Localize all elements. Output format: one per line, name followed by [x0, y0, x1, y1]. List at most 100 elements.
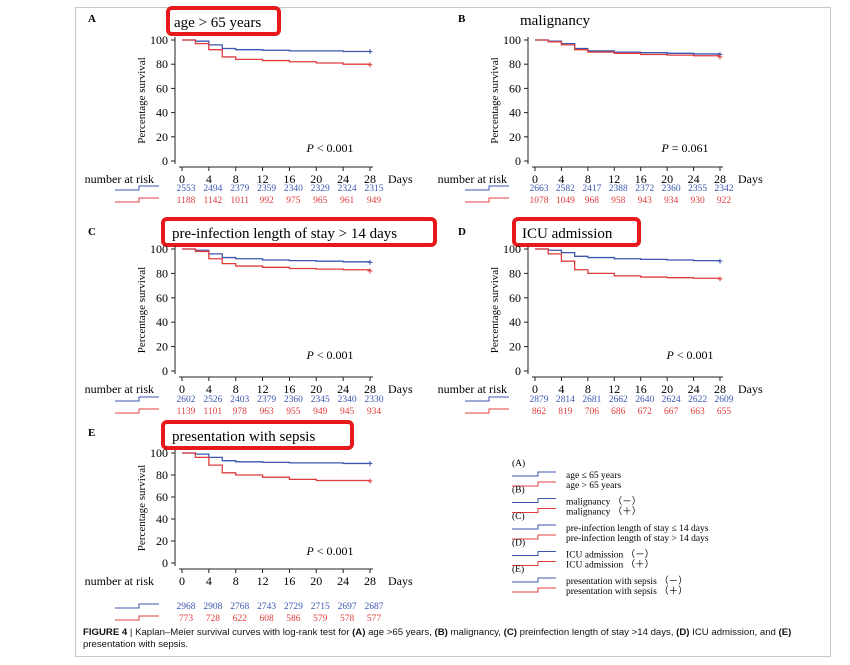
- x-axis-label: Days: [388, 574, 413, 588]
- legend-swatch: [512, 561, 556, 566]
- y-tick-label: 20: [509, 340, 521, 354]
- x-tick-label: 4: [206, 382, 212, 396]
- figure-frame: [75, 7, 831, 657]
- risk-count: 2743: [257, 602, 276, 612]
- caption-part-b-text: malignancy,: [447, 627, 504, 638]
- risk-count: 578: [340, 614, 355, 624]
- legend-swatch: [512, 577, 556, 583]
- p-value-number: < 0.001: [314, 141, 354, 155]
- legend-swatch: [512, 508, 556, 513]
- risk-count: 622: [233, 614, 248, 624]
- risk-count: 577: [367, 614, 382, 624]
- x-tick-label: 4: [206, 172, 212, 186]
- risk-count: 608: [259, 614, 274, 624]
- risk-count: 922: [717, 196, 732, 206]
- risk-count: 2360: [662, 184, 681, 194]
- legend-group-tag: (D): [512, 538, 525, 549]
- x-tick-label: 20: [310, 172, 322, 186]
- risk-count: 2388: [609, 184, 628, 194]
- risk-count: 2968: [177, 602, 196, 612]
- caption-text: | Kaplan–Meier survival curves with log-…: [127, 627, 353, 638]
- risk-row-glyph: [115, 396, 159, 402]
- risk-count: 978: [233, 407, 248, 417]
- survival-curve-negative: [535, 248, 721, 262]
- x-tick-label: 8: [585, 382, 591, 396]
- y-tick-label: 60: [156, 291, 168, 305]
- p-value-number: = 0.061: [669, 141, 709, 155]
- x-tick-label: 20: [661, 382, 673, 396]
- risk-count: 706: [585, 407, 600, 417]
- risk-count: 2526: [203, 395, 222, 405]
- risk-label: number at risk: [85, 172, 154, 186]
- legend-item: ICU admission （－）: [566, 549, 654, 561]
- p-value-symbol: P: [305, 544, 314, 558]
- risk-count: 2345: [311, 395, 330, 405]
- p-value: P < 0.001: [305, 348, 353, 362]
- risk-count: 2315: [365, 184, 384, 194]
- risk-count: 2553: [177, 184, 196, 194]
- risk-count: 2379: [230, 184, 249, 194]
- legend-item: age ≤ 65 years: [566, 471, 621, 481]
- survival-curve-negative: [535, 39, 721, 55]
- p-value-symbol: P: [660, 141, 669, 155]
- risk-count: 2715: [311, 602, 330, 612]
- risk-count: 2640: [635, 395, 654, 405]
- panel-letter: C: [88, 226, 96, 238]
- y-tick-label: 100: [503, 242, 521, 256]
- x-axis-label: Days: [738, 172, 763, 186]
- highlight-box: [161, 217, 437, 247]
- risk-label: number at risk: [438, 172, 507, 186]
- risk-count: 934: [664, 196, 679, 206]
- risk-row-glyph: [465, 185, 509, 191]
- x-tick-label: 4: [558, 382, 564, 396]
- legend-item: pre-infection length of stay > 14 days: [566, 533, 709, 544]
- x-tick-label: 16: [283, 574, 295, 588]
- y-tick-label: 60: [509, 291, 521, 305]
- risk-count: 686: [611, 407, 626, 417]
- p-value-symbol: P: [665, 348, 674, 362]
- p-value: P < 0.001: [665, 348, 713, 362]
- x-tick-label: 12: [608, 172, 620, 186]
- legend-swatch: [512, 551, 556, 556]
- risk-row-glyph: [115, 408, 159, 414]
- risk-count: 2340: [338, 395, 357, 405]
- x-tick-label: 16: [635, 172, 647, 186]
- panel-title: age > 65 years: [174, 15, 261, 31]
- risk-count: 945: [340, 407, 355, 417]
- risk-row-glyph: [115, 197, 159, 203]
- risk-row-glyph: [115, 185, 159, 191]
- legend-item: malignancy （－）: [566, 496, 641, 508]
- legend-group-tag: (C): [512, 511, 525, 522]
- y-axis-label: Percentage survival: [136, 57, 148, 143]
- legend-item: age > 65 years: [566, 481, 622, 491]
- survival-curve-negative: [182, 452, 370, 465]
- y-tick-label: 80: [509, 266, 521, 280]
- x-tick-label: 28: [364, 172, 376, 186]
- y-tick-label: 60: [509, 81, 521, 95]
- risk-row-glyph: [115, 615, 159, 621]
- x-tick-label: 4: [206, 574, 212, 588]
- y-tick-label: 20: [156, 534, 168, 548]
- figure-caption: FIGURE 4 | Kaplan–Meier survival curves …: [83, 627, 823, 651]
- risk-count: 2624: [662, 395, 681, 405]
- legend-group-tag: (A): [512, 458, 525, 469]
- risk-count: 2360: [284, 395, 303, 405]
- caption-part-c: (C): [503, 627, 517, 638]
- risk-count: 1142: [204, 196, 223, 206]
- y-tick-label: 60: [156, 81, 168, 95]
- y-tick-label: 40: [509, 315, 521, 329]
- panel-letter: D: [458, 226, 466, 238]
- legend-item: ICU admission （＋）: [566, 559, 654, 571]
- x-tick-label: 24: [337, 382, 349, 396]
- y-tick-label: 0: [162, 364, 168, 378]
- risk-count: 672: [638, 407, 653, 417]
- risk-count: 2359: [257, 184, 276, 194]
- risk-row-glyph: [465, 408, 509, 414]
- risk-count: 2340: [284, 184, 303, 194]
- x-tick-label: 24: [337, 574, 349, 588]
- legend-item: malignancy （＋）: [566, 506, 641, 518]
- risk-count: 2379: [257, 395, 276, 405]
